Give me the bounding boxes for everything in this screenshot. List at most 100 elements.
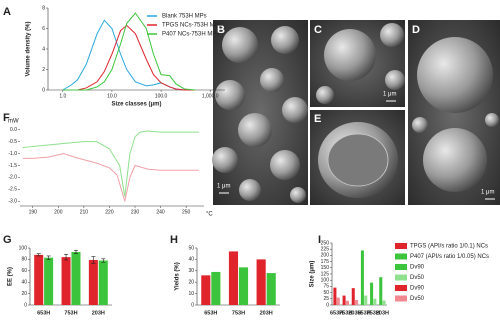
y-axis-label: Size (μm): [310, 261, 316, 288]
bar: [379, 277, 383, 305]
y-tick-label: 175: [321, 259, 330, 265]
x-tick-label: 203H: [92, 310, 105, 316]
sem-image-d: D 1 μm: [408, 20, 500, 205]
x-tick-label: 240: [156, 209, 165, 215]
y-tick-label: -2.5: [8, 187, 17, 193]
y-tick-label: -0.5: [8, 139, 17, 145]
series-line: [62, 24, 196, 91]
scale-bar-label: 1 μm: [481, 190, 494, 196]
legend-label: TPGS NCs-753H MPs: [162, 23, 222, 29]
y-tick-label: 0.0: [10, 127, 17, 133]
bar: [333, 287, 337, 305]
bar: [88, 259, 98, 305]
legend-swatch: [395, 264, 407, 270]
bar: [342, 295, 346, 305]
scale-bar-label: 1 μm: [217, 184, 230, 190]
y-axis-label: EE (%): [8, 267, 14, 286]
y-tick-label: 20: [188, 280, 194, 286]
y-tick-label: 60: [21, 268, 27, 274]
y-tick-label: 75: [323, 284, 329, 290]
x-tick-label: 653H: [204, 310, 217, 316]
x-tick-label: 10.0: [107, 93, 117, 99]
bar: [238, 267, 249, 305]
x-tick-label: 1.0: [59, 93, 66, 99]
y-tick-label: 6: [42, 26, 45, 32]
y-tick-label: 200: [321, 253, 330, 259]
bar: [256, 259, 266, 305]
y-tick-label: 125: [321, 271, 330, 277]
x-tick-label: 220: [105, 209, 114, 215]
bar: [360, 250, 364, 305]
bar: [228, 251, 239, 305]
bar: [364, 295, 368, 305]
bar: [34, 254, 44, 305]
bar: [336, 297, 340, 305]
error-bar: [46, 255, 51, 260]
x-tick-label: 250: [182, 209, 191, 215]
error-bar: [36, 253, 41, 257]
legend-swatch: [395, 295, 407, 302]
y-tick-label: -3.0: [8, 199, 17, 205]
x-tick-label: 753H: [64, 310, 77, 316]
sem-image-e: E: [310, 110, 405, 205]
x-tick-label: 753H: [339, 310, 352, 316]
x-tick-label: 203H: [348, 310, 361, 316]
y-tick-label: 30: [188, 268, 194, 274]
x-tick-label: 230: [131, 209, 140, 215]
error-bar: [73, 249, 78, 254]
panel-letter: F: [3, 112, 10, 124]
sem-image-b: B 1 μm: [212, 20, 308, 205]
panel-letter: B: [217, 24, 225, 36]
bar: [71, 251, 81, 305]
panel-letter: C: [314, 24, 322, 36]
panel-letter: H: [170, 234, 178, 246]
panel-letter: A: [3, 6, 11, 18]
y-tick-label: 100: [321, 278, 330, 284]
y-tick-label: 0: [24, 302, 27, 308]
legend-swatch: [395, 243, 407, 249]
y-unit: mW: [8, 119, 19, 125]
panel-letter: D: [412, 24, 420, 36]
series-line: [62, 12, 196, 91]
x-axis-label: Size classes (μm): [111, 102, 161, 108]
legend-label: Dv50: [410, 275, 425, 281]
y-axis-label: Volume density (%): [26, 22, 32, 77]
x-tick-label: 1,000.0: [202, 93, 219, 99]
bar: [373, 298, 377, 305]
sem-image-c: C 1 μm: [310, 20, 405, 107]
y-tick-label: 40: [21, 280, 27, 286]
x-tick-label: 653H: [37, 310, 50, 316]
y-tick-label: 4: [42, 46, 45, 52]
x-tick-label: 653H: [358, 310, 371, 316]
bar: [266, 273, 276, 305]
panel-letter: I: [318, 234, 321, 246]
x-tick-label: 200: [54, 209, 63, 215]
legend-label: Dv90: [410, 286, 425, 292]
bar: [44, 257, 54, 305]
bar: [382, 300, 386, 305]
error-bar: [64, 253, 69, 261]
y-tick-label: 0: [191, 302, 194, 308]
x-tick-label: 190: [29, 209, 38, 215]
y-tick-label: 250: [321, 240, 330, 246]
bar: [201, 275, 211, 305]
y-tick-label: -2.0: [8, 175, 17, 181]
y-tick-label: -1.0: [8, 151, 17, 157]
y-axis-label: Yields (%): [175, 262, 181, 290]
bar: [370, 282, 374, 305]
bar: [61, 257, 71, 305]
legend-label: Dv90: [410, 265, 425, 271]
error-bar: [91, 256, 96, 264]
x-unit: °C: [206, 212, 213, 218]
legend-label: Blank 753H MPs: [162, 14, 207, 20]
y-tick-label: 20: [21, 291, 27, 297]
x-tick-label: 210: [80, 209, 89, 215]
error-bar: [101, 258, 106, 263]
y-tick-label: 8: [42, 5, 45, 11]
legend-label: Dv50: [410, 296, 425, 302]
y-tick-label: 50: [188, 245, 194, 251]
legend-label: P407 NCs-753H MPs: [162, 32, 219, 38]
series-line: [22, 153, 199, 202]
bar: [351, 288, 355, 305]
y-tick-label: 10: [188, 291, 194, 297]
